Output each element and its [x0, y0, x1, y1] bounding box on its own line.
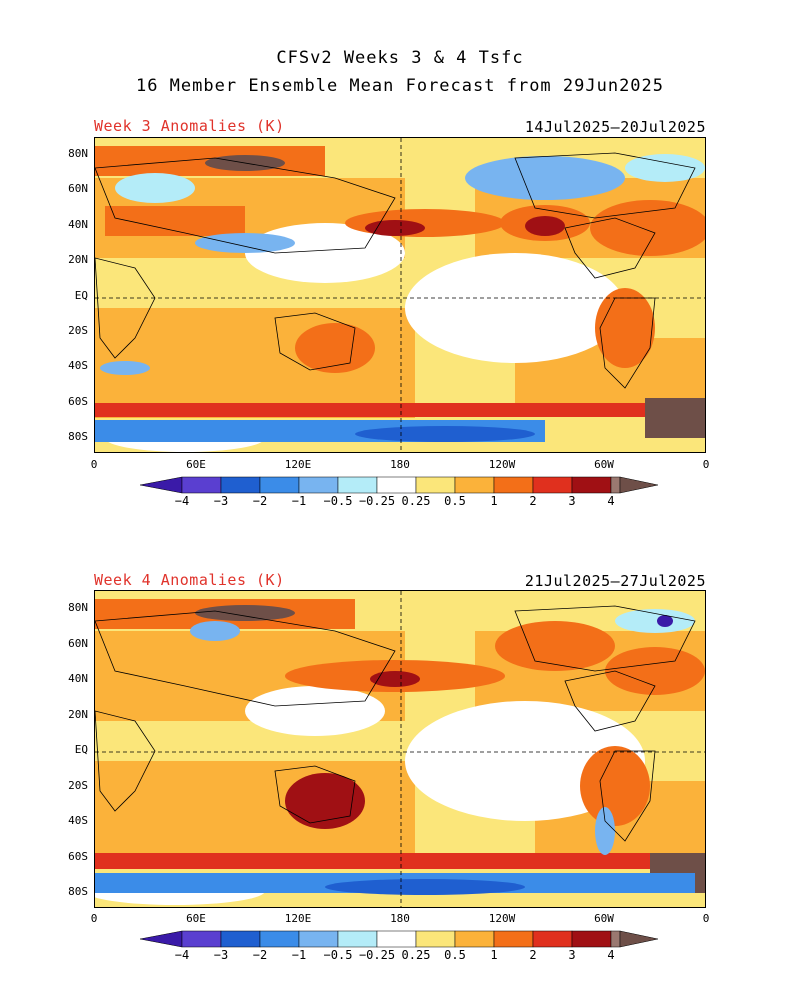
- panel-2-lon-120e: 120E: [284, 912, 312, 925]
- panel-2-cbar-label: 1: [490, 948, 498, 962]
- panel-1-cbar-label: −0.5: [323, 494, 353, 508]
- panel-2-cbar-label: −2: [252, 948, 268, 962]
- panel-1-lat-eq: EQ: [74, 289, 88, 302]
- panel-2-cbar-label: 3: [568, 948, 576, 962]
- panel-2-lat-40s: 40S: [68, 814, 88, 827]
- panel-1-lat-40s: 40S: [68, 359, 88, 372]
- panel-1-cbar-label: 1: [490, 494, 498, 508]
- panel-2-lat-80n: 80N: [68, 601, 88, 614]
- panel-1-lat-40n: 40N: [68, 218, 88, 231]
- panel-1-cbar-label: −2: [252, 494, 268, 508]
- panel-1-lat-20s: 20S: [68, 324, 88, 337]
- panel-2-lon-180: 180: [390, 912, 410, 925]
- panel-2-cbar-label: −4: [174, 948, 190, 962]
- panel-1-label: Week 3 Anomalies (K): [94, 117, 285, 135]
- panel-1-colorbar: [140, 476, 659, 494]
- panel-1-lat-60n: 60N: [68, 182, 88, 195]
- panel-1-cbar-label: 3: [568, 494, 576, 508]
- panel-2-cbar-label: 4: [607, 948, 615, 962]
- panel-2-lat-40n: 40N: [68, 672, 88, 685]
- panel-2-lat-20s: 20S: [68, 779, 88, 792]
- panel-1-cbar-label: 4: [607, 494, 615, 508]
- panel-1-lon-120w: 120W: [488, 458, 516, 471]
- panel-2-lat-20n: 20N: [68, 708, 88, 721]
- panel-1-cbar-label: 0.25: [401, 494, 431, 508]
- panel-2-lon-60e: 60E: [186, 912, 206, 925]
- panel-1-map: [94, 137, 706, 453]
- panel-2-lat-80s: 80S: [68, 885, 88, 898]
- panel-1-anomaly-field: [95, 138, 705, 452]
- panel-1-cbar-label: 2: [529, 494, 537, 508]
- panel-1-cbar-label: −0.25: [358, 494, 396, 508]
- panel-1-lon-0-end: 0: [702, 458, 710, 471]
- panel-2-colorbar: [140, 930, 659, 948]
- panel-1-cbar-label: −3: [213, 494, 229, 508]
- panel-1-lon-60e: 60E: [186, 458, 206, 471]
- title-line-2: 16 Member Ensemble Mean Forecast from 29…: [135, 76, 665, 96]
- panel-2-cbar-label: 0.25: [401, 948, 431, 962]
- panel-1-dates: 14Jul2025–20Jul2025: [524, 118, 706, 136]
- panel-1-cbar-label: 0.5: [444, 494, 466, 508]
- panel-1-lon-120e: 120E: [284, 458, 312, 471]
- panel-2-map: [94, 590, 706, 908]
- panel-2-cbar-label: −1: [291, 948, 307, 962]
- panel-1-lat-80n: 80N: [68, 147, 88, 160]
- panel-2-lon-120w: 120W: [488, 912, 516, 925]
- panel-1-lat-20n: 20N: [68, 253, 88, 266]
- panel-2-cbar-label: −3: [213, 948, 229, 962]
- panel-2-lon-0: 0: [90, 912, 98, 925]
- panel-2-dates: 21Jul2025–27Jul2025: [524, 572, 706, 590]
- panel-1-cbar-label: −1: [291, 494, 307, 508]
- panel-2-lon-60w: 60W: [594, 912, 614, 925]
- panel-1-lon-180: 180: [390, 458, 410, 471]
- panel-1-cbar-label: −4: [174, 494, 190, 508]
- panel-1-lon-60w: 60W: [594, 458, 614, 471]
- panel-2-lon-0-end: 0: [702, 912, 710, 925]
- title-line-1: CFSv2 Weeks 3 & 4 Tsfc: [276, 48, 524, 68]
- panel-2-cbar-label: 0.5: [444, 948, 466, 962]
- panel-1-lat-60s: 60S: [68, 395, 88, 408]
- panel-2-label: Week 4 Anomalies (K): [94, 571, 285, 589]
- panel-1-lon-0: 0: [90, 458, 98, 471]
- panel-2-cbar-label: −0.5: [323, 948, 353, 962]
- panel-2-lat-60n: 60N: [68, 637, 88, 650]
- panel-2-cbar-label: −0.25: [358, 948, 396, 962]
- panel-2-lat-eq: EQ: [74, 743, 88, 756]
- panel-2-cbar-label: 2: [529, 948, 537, 962]
- panel-2-anomaly-field: [95, 591, 705, 907]
- panel-1-lat-80s: 80S: [68, 430, 88, 443]
- panel-2-lat-60s: 60S: [68, 850, 88, 863]
